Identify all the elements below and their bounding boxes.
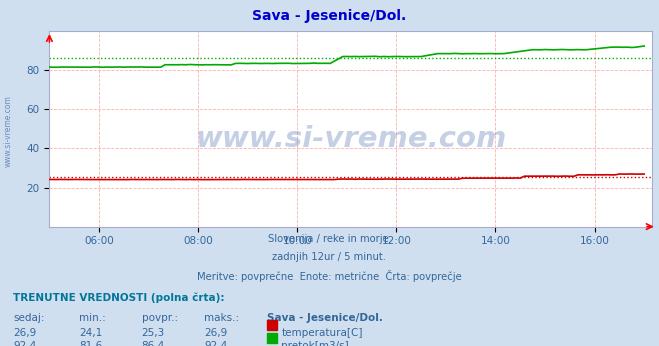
Text: 26,9: 26,9	[13, 328, 36, 338]
Text: min.:: min.:	[79, 313, 106, 323]
Text: 24,1: 24,1	[79, 328, 102, 338]
Text: www.si-vreme.com: www.si-vreme.com	[195, 125, 507, 153]
Text: Sava - Jesenice/Dol.: Sava - Jesenice/Dol.	[267, 313, 383, 323]
Text: 92,4: 92,4	[204, 341, 227, 346]
Text: TRENUTNE VREDNOSTI (polna črta):: TRENUTNE VREDNOSTI (polna črta):	[13, 292, 225, 303]
Text: 86,4: 86,4	[142, 341, 165, 346]
Text: 26,9: 26,9	[204, 328, 227, 338]
Text: Sava - Jesenice/Dol.: Sava - Jesenice/Dol.	[252, 9, 407, 22]
Text: Slovenija / reke in morje.: Slovenija / reke in morje.	[268, 234, 391, 244]
Text: www.si-vreme.com: www.si-vreme.com	[3, 95, 13, 167]
Text: zadnjih 12ur / 5 minut.: zadnjih 12ur / 5 minut.	[273, 252, 386, 262]
Text: temperatura[C]: temperatura[C]	[281, 328, 363, 338]
Text: 92,4: 92,4	[13, 341, 36, 346]
Text: maks.:: maks.:	[204, 313, 239, 323]
Text: pretok[m3/s]: pretok[m3/s]	[281, 341, 349, 346]
Text: povpr.:: povpr.:	[142, 313, 178, 323]
Text: 25,3: 25,3	[142, 328, 165, 338]
Text: 81,6: 81,6	[79, 341, 102, 346]
Text: sedaj:: sedaj:	[13, 313, 45, 323]
Text: Meritve: povprečne  Enote: metrične  Črta: povprečje: Meritve: povprečne Enote: metrične Črta:…	[197, 270, 462, 282]
